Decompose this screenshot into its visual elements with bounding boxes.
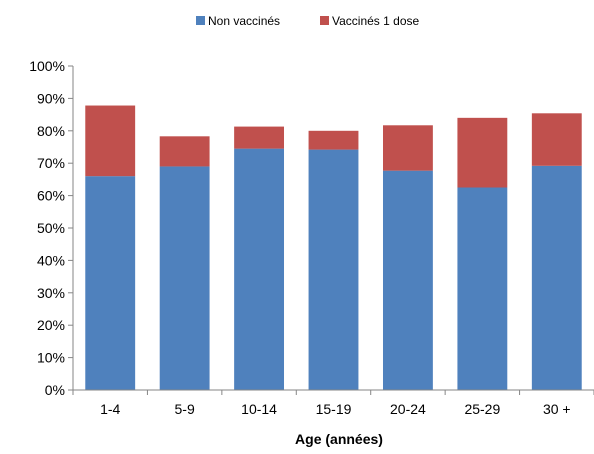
- bar-vaccines-1-dose: [234, 126, 285, 149]
- y-tick-label: 100%: [29, 58, 65, 74]
- bar-non-vaccines: [457, 187, 508, 390]
- legend-swatch-vaccines-1-dose: [320, 16, 329, 25]
- bar-non-vaccines: [531, 165, 582, 390]
- bar-non-vaccines: [159, 166, 210, 390]
- x-tick-label: 25-29: [464, 401, 500, 417]
- y-tick-label: 50%: [37, 220, 65, 236]
- y-tick-label: 0%: [45, 382, 65, 398]
- x-tick-label: 15-19: [316, 401, 352, 417]
- x-tick-label: 10-14: [241, 401, 277, 417]
- x-axis-title: Age (années): [295, 431, 383, 447]
- legend-label-vaccines-1-dose: Vaccinés 1 dose: [332, 14, 419, 28]
- y-tick-label: 20%: [37, 317, 65, 333]
- x-tick-label: 30 +: [543, 401, 571, 417]
- x-axis: 1-4 5-9 10-14 15-19 20-24 25-29 30 +: [72, 389, 594, 417]
- bar-vaccines-1-dose: [308, 130, 359, 150]
- legend: Non vaccinés Vaccinés 1 dose: [196, 14, 419, 28]
- x-tick-label: 20-24: [390, 401, 426, 417]
- x-tick-label: 5-9: [175, 401, 195, 417]
- x-tick-label: 1-4: [100, 401, 120, 417]
- y-tick-label: 90%: [37, 90, 65, 106]
- y-axis: 0% 10% 20% 30% 40% 50% 60% 70% 80% 90% 100%: [29, 58, 74, 398]
- bars: [85, 105, 582, 390]
- bar-non-vaccines: [85, 176, 136, 390]
- y-tick-label: 10%: [37, 350, 65, 366]
- bar-vaccines-1-dose: [85, 105, 136, 177]
- legend-swatch-non-vaccines: [196, 16, 205, 25]
- bar-non-vaccines: [308, 149, 359, 390]
- bar-non-vaccines: [382, 170, 433, 390]
- y-tick-label: 30%: [37, 285, 65, 301]
- legend-label-non-vaccines: Non vaccinés: [208, 14, 280, 28]
- y-tick-label: 40%: [37, 252, 65, 268]
- y-tick-label: 60%: [37, 188, 65, 204]
- y-tick-label: 80%: [37, 123, 65, 139]
- bar-non-vaccines: [234, 148, 285, 390]
- bar-vaccines-1-dose: [531, 113, 582, 166]
- bar-vaccines-1-dose: [457, 117, 508, 188]
- y-tick-label: 70%: [37, 155, 65, 171]
- bar-vaccines-1-dose: [382, 125, 433, 171]
- bar-vaccines-1-dose: [159, 136, 210, 167]
